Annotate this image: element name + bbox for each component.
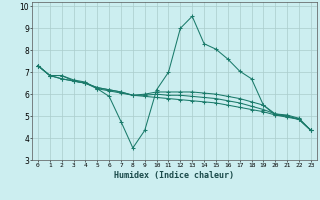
X-axis label: Humidex (Indice chaleur): Humidex (Indice chaleur) — [115, 171, 234, 180]
